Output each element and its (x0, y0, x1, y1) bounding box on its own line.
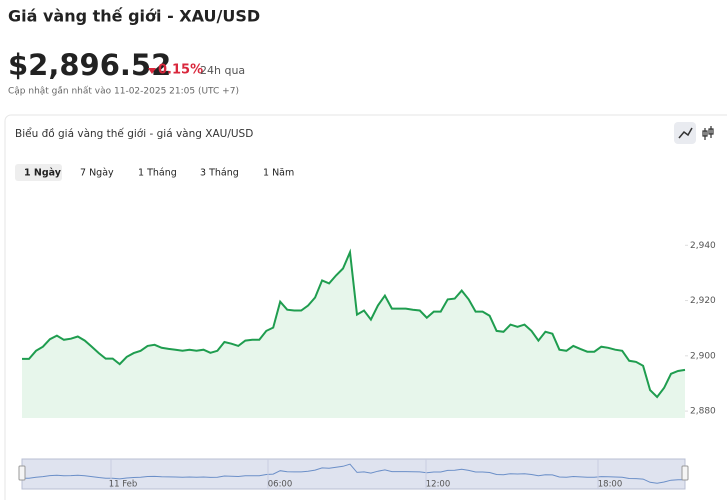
area (22, 252, 685, 418)
tab[interactable]: 1 Tháng (138, 168, 177, 179)
navigator-line (22, 463, 686, 484)
line-icon (678, 127, 693, 139)
period: 24h qua (200, 64, 245, 77)
y-tick-label: 2,940 (690, 241, 716, 251)
price: $2,896.52 (8, 48, 171, 82)
page-title: Giá vàng thế giới - XAU/USD (8, 7, 260, 26)
y-tick-label: 2,900 (690, 351, 716, 361)
down-arrow (148, 68, 156, 74)
tab[interactable]: 7 Ngày (80, 168, 114, 179)
change: 0.15% (158, 63, 203, 78)
navigator-label: 12:00 (426, 480, 451, 490)
card-title: Biểu đồ giá vàng thế giới - giá vàng XAU… (15, 127, 253, 140)
y-tick-label: 2,880 (690, 407, 716, 417)
navigator-label: 11 Feb (109, 480, 138, 490)
tab[interactable]: 1 Ngày (24, 168, 62, 179)
tab-active-bg (15, 164, 62, 181)
updated: Cập nhật gần nhất vào 11-02-2025 21:05 (… (8, 86, 239, 97)
tab[interactable]: 3 Tháng (200, 168, 239, 179)
navigator-handle[interactable] (18, 465, 26, 481)
navigator-label: 18:00 (598, 480, 623, 490)
line (22, 248, 686, 399)
candle-button[interactable] (702, 126, 714, 140)
y-tick-label: 2,920 (690, 296, 716, 306)
navigator-handle[interactable] (681, 465, 689, 481)
navigator-label: 06:00 (268, 480, 293, 490)
tab[interactable]: 1 Năm (263, 168, 294, 179)
